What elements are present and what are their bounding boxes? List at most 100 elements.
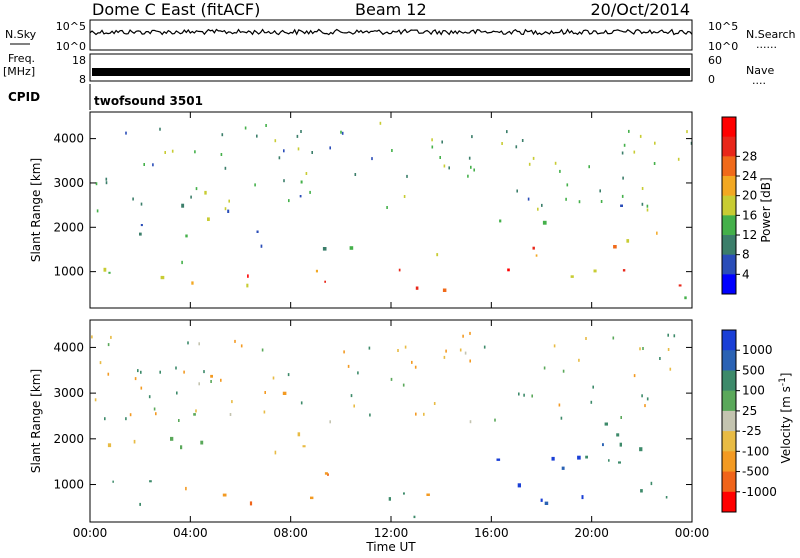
data-cell: [99, 361, 102, 365]
data-cell: [132, 197, 134, 201]
data-cell: [305, 172, 308, 175]
cpid-panel: CPID twofsound 3501: [8, 84, 203, 110]
data-cell: [551, 456, 555, 461]
data-cell: [220, 378, 222, 382]
data-cell: [667, 333, 669, 337]
x-axis: 00:00 04:00 08:00 12:00 16:00 20:00 00:00: [73, 112, 709, 540]
data-cell: [210, 380, 212, 383]
data-cell: [350, 394, 353, 398]
data-cell: [537, 207, 539, 211]
data-cell: [94, 398, 97, 402]
colorbar-swatch: [722, 274, 736, 295]
data-cell: [639, 347, 641, 351]
data-cell: [494, 418, 496, 422]
data-cell: [415, 286, 419, 290]
data-cell: [274, 450, 277, 455]
data-cell: [107, 372, 110, 376]
data-cell: [540, 498, 543, 502]
velocity-colorbar: 1000 500 100 25 -25 -100 -500 -1000 Velocity [m…: [721, 329, 793, 513]
data-cell: [613, 245, 617, 249]
data-cell: [641, 394, 643, 398]
data-cell: [521, 139, 524, 142]
data-cell: [462, 334, 464, 338]
data-cell: [642, 347, 644, 350]
data-cell: [678, 284, 682, 287]
x-tick-label: 16:00: [474, 526, 509, 540]
data-cell: [665, 496, 668, 499]
data-cell: [178, 419, 180, 422]
data-cell: [340, 130, 342, 134]
data-cell: [558, 403, 561, 407]
data-cell: [110, 335, 112, 339]
data-cell: [176, 391, 178, 395]
data-cell: [620, 416, 622, 419]
data-cell: [570, 275, 574, 278]
colorbar-swatch: [722, 254, 736, 275]
data-cell: [442, 288, 447, 292]
data-cell: [369, 413, 371, 417]
data-cell: [341, 131, 344, 135]
data-cell: [229, 413, 232, 416]
data-cell: [107, 443, 112, 448]
data-cell: [327, 473, 329, 476]
data-cell: [247, 274, 249, 278]
data-cell: [686, 130, 688, 134]
data-cell: [203, 370, 205, 374]
data-cell: [532, 156, 535, 160]
data-cell: [224, 166, 227, 170]
y-tick-label: 1000: [53, 265, 84, 279]
data-cell: [322, 247, 327, 251]
y-tick-label: 4000: [53, 340, 84, 354]
data-cell: [433, 402, 436, 405]
data-cell: [621, 151, 624, 155]
data-cell: [542, 220, 547, 225]
data-cell: [315, 269, 318, 273]
x-tick-label: 08:00: [273, 526, 308, 540]
colorbar-swatch: [722, 176, 736, 197]
colorbar-tick-label: 100: [742, 384, 765, 398]
power-colorbar-label: Power [dB]: [759, 177, 773, 242]
freq-left-tick-top: 18: [72, 54, 86, 67]
colorbar-swatch: [722, 235, 736, 256]
data-cell: [246, 283, 249, 288]
data-cell: [403, 492, 405, 495]
data-cell: [653, 162, 656, 165]
data-cell: [588, 165, 590, 169]
colorbar-frame: [721, 329, 737, 513]
data-cell: [585, 337, 587, 340]
data-cell: [254, 183, 256, 187]
data-cell: [659, 357, 661, 360]
data-cell: [469, 359, 471, 363]
data-cell: [299, 195, 302, 198]
data-cell: [125, 417, 127, 421]
data-cell: [443, 355, 446, 359]
data-cell: [297, 432, 301, 437]
data-cell: [592, 385, 594, 389]
data-cell: [531, 394, 533, 398]
colorbar-swatch: [722, 471, 736, 493]
data-cell: [249, 501, 253, 506]
data-cell: [148, 395, 151, 399]
data-cell: [140, 224, 143, 227]
data-cell: [612, 336, 615, 340]
freq-label: Freq.: [8, 52, 35, 65]
data-cell: [329, 146, 331, 150]
data-cell: [626, 239, 630, 243]
data-cell: [300, 401, 303, 405]
data-cell: [404, 345, 407, 349]
data-cell: [527, 197, 530, 201]
data-cell: [608, 459, 610, 462]
cpid-program: twofsound 3501: [94, 94, 203, 108]
x-tick-label: 00:00: [73, 526, 108, 540]
data-cell: [324, 472, 328, 475]
x-tick-label: 20:00: [574, 526, 609, 540]
data-cell: [561, 466, 565, 470]
data-cell: [501, 142, 503, 145]
data-cell: [406, 174, 408, 178]
power-ylabel: Slant Range [km]: [29, 158, 43, 262]
data-cell: [445, 349, 447, 353]
data-cell: [134, 377, 137, 381]
data-cell: [650, 481, 653, 486]
data-cell: [517, 483, 521, 488]
data-cell: [640, 489, 643, 493]
